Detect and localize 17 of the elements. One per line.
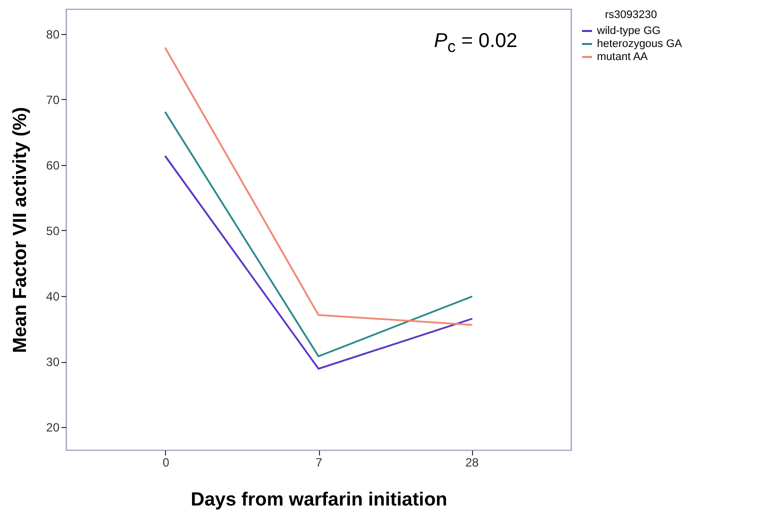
y-tick-label: 20 xyxy=(46,420,60,435)
legend-title: rs3093230 xyxy=(605,9,657,21)
x-tick-label: 7 xyxy=(316,456,323,470)
annotation: P$_{c}$ = 0.02 xyxy=(434,30,518,57)
legend-label: heterozygous GA xyxy=(597,38,683,50)
y-tick-label: 30 xyxy=(46,355,60,370)
x-tick-label: 28 xyxy=(465,456,480,470)
y-tick-label: 60 xyxy=(46,158,60,172)
x-tick-label: 0 xyxy=(162,456,170,470)
y-tick-label: 40 xyxy=(46,290,60,304)
y-tick-label: 70 xyxy=(46,92,60,107)
y-tick-label: 80 xyxy=(46,27,60,42)
y-tick-label: 50 xyxy=(46,224,60,238)
x-axis-title: Days from warfarin initiation xyxy=(190,490,448,510)
legend-label: mutant AA xyxy=(597,51,648,63)
y-axis-title: Mean Factor VII activity (%) xyxy=(10,106,32,354)
legend-label: wild-type GG xyxy=(596,25,661,37)
